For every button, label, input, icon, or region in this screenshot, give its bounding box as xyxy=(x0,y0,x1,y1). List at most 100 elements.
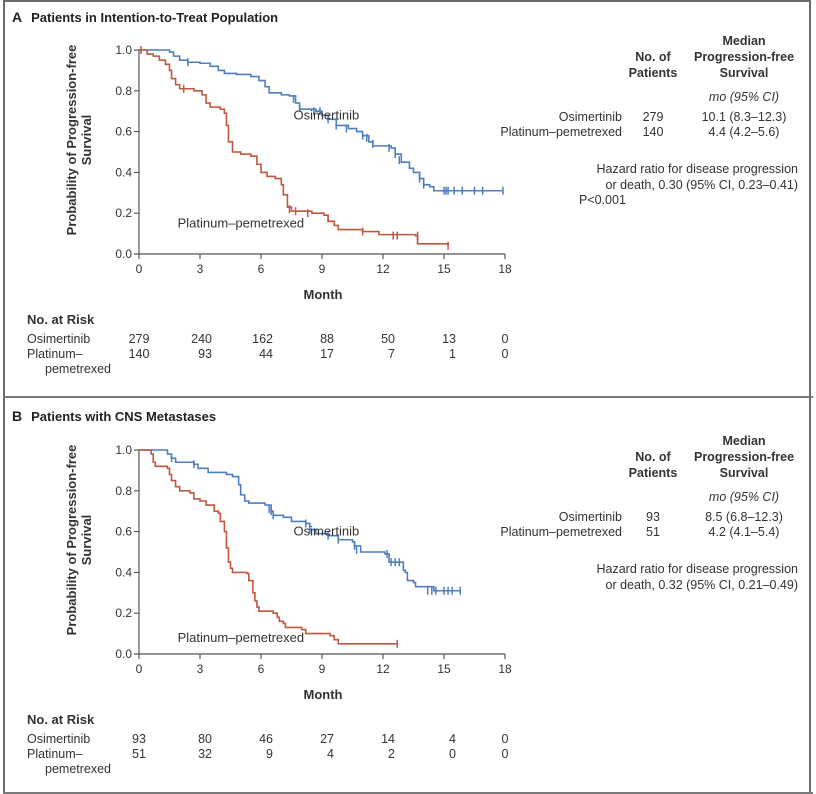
series-label: Osimertinib xyxy=(294,107,360,122)
risk-count: 162 xyxy=(252,332,273,346)
km-curve-osimertinib xyxy=(139,49,503,192)
y-tick-label: 0.0 xyxy=(115,247,132,261)
group-label: Osimertinib xyxy=(558,110,622,124)
p-value: P<0.001 xyxy=(579,193,626,207)
y-tick-label: 1.0 xyxy=(115,43,132,57)
risk-table-b: No. at Risk Osimertinib Platinum– pemetr… xyxy=(0,712,540,782)
x-tick-label: 6 xyxy=(258,262,265,276)
series-label: Osimertinib xyxy=(294,524,360,539)
group-label: Platinum–pemetrexed xyxy=(500,125,622,139)
risk-row-label-cont: pemetrexed xyxy=(45,362,112,376)
risk-count: 0 xyxy=(501,347,509,361)
units-label: mo (95% CI) xyxy=(708,490,780,504)
risk-row-label: Platinum– xyxy=(27,747,83,761)
y-axis-label: Probability of Progression-free xyxy=(64,45,79,236)
panel-title-text: Patients in Intention-to-Treat Populatio… xyxy=(31,10,279,25)
risk-row-label: Platinum– xyxy=(27,347,83,361)
risk-count: 0 xyxy=(501,747,509,761)
panel-divider xyxy=(3,396,813,398)
risk-count: 140 xyxy=(128,347,150,361)
risk-table-title: No. at Risk xyxy=(27,712,95,727)
y-tick-label: 0.6 xyxy=(115,525,132,539)
x-tick-label: 0 xyxy=(136,262,143,276)
x-tick-label: 12 xyxy=(376,662,390,676)
risk-count: 17 xyxy=(320,347,334,361)
median-value: 4.4 (4.2–5.6) xyxy=(708,125,780,139)
risk-count: 2 xyxy=(388,747,395,761)
x-tick-label: 15 xyxy=(437,662,451,676)
x-tick-label: 3 xyxy=(197,662,204,676)
group-label: Platinum–pemetrexed xyxy=(500,525,622,539)
x-tick-label: 12 xyxy=(376,262,390,276)
bottom-divider xyxy=(3,792,813,794)
x-tick-label: 6 xyxy=(258,662,265,676)
risk-count: 80 xyxy=(198,732,212,746)
km-curve-platinum-pemetrexed xyxy=(139,449,398,645)
series-label: Platinum–pemetrexed xyxy=(178,215,304,230)
panel-letter: B xyxy=(12,408,23,424)
median-value: 8.5 (6.8–12.3) xyxy=(705,510,783,524)
risk-count: 93 xyxy=(132,732,146,746)
km-curve-platinum-pemetrexed xyxy=(139,49,449,246)
risk-row-label: Osimertinib xyxy=(27,332,91,346)
y-tick-label: 0.4 xyxy=(115,565,132,579)
risk-count: 14 xyxy=(381,732,395,746)
summary-table-b: No. of Patients Median Progression-free … xyxy=(470,430,810,610)
risk-count: 9 xyxy=(266,747,273,761)
col-header-median: Median Progression-free Survival xyxy=(693,34,795,80)
risk-count: 27 xyxy=(320,732,334,746)
median-value: 10.1 (8.3–12.3) xyxy=(701,110,787,124)
risk-count: 4 xyxy=(327,747,334,761)
risk-count: 279 xyxy=(128,332,150,346)
units-label: mo (95% CI) xyxy=(708,90,780,104)
km-plot-a: 0.0 0.2 0.4 0.6 0.8 1.0 0 3 6 9 12 15 18 Month Probabi… xyxy=(64,43,512,302)
col-header-patients: No. of Patients xyxy=(628,50,678,80)
panel-letter: A xyxy=(12,9,23,25)
y-axis-label: Survival xyxy=(79,115,94,166)
summary-table-a: No. of Patients Median Progression-free … xyxy=(470,30,810,210)
risk-count: 13 xyxy=(442,332,456,346)
col-header-median: Median Progression-free Survival xyxy=(693,434,795,480)
risk-count: 51 xyxy=(132,747,146,761)
panel-title: B Patients with CNS Metastases xyxy=(12,408,216,424)
x-tick-label: 15 xyxy=(437,262,451,276)
risk-count: 93 xyxy=(198,347,212,361)
risk-table-title: No. at Risk xyxy=(27,312,95,327)
risk-count: 44 xyxy=(259,347,273,361)
panel-title-text: Patients with CNS Metastases xyxy=(31,409,217,424)
risk-row-label-cont: pemetrexed xyxy=(45,762,112,776)
patients-count: 51 xyxy=(646,525,660,539)
y-tick-label: 0.8 xyxy=(115,84,132,98)
series-label: Platinum–pemetrexed xyxy=(178,630,304,645)
risk-count: 88 xyxy=(320,332,334,346)
x-tick-label: 9 xyxy=(319,262,326,276)
y-tick-label: 0.2 xyxy=(115,206,132,220)
hazard-ratio: Hazard ratio for disease progression or … xyxy=(596,562,799,592)
x-axis-label: Month xyxy=(304,287,343,302)
x-tick-label: 18 xyxy=(498,262,512,276)
y-tick-label: 0.8 xyxy=(115,484,132,498)
group-label: Osimertinib xyxy=(558,510,622,524)
risk-table-a: No. at Risk Osimertinib Platinum– pemetr… xyxy=(0,312,540,382)
risk-count: 0 xyxy=(501,732,509,746)
y-tick-label: 0.0 xyxy=(115,647,132,661)
y-tick-label: 0.2 xyxy=(115,606,132,620)
panel-title: A Patients in Intention-to-Treat Populati… xyxy=(12,9,278,25)
median-value: 4.2 (4.1–5.4) xyxy=(708,525,780,539)
x-tick-label: 18 xyxy=(498,662,512,676)
risk-count: 46 xyxy=(259,732,273,746)
y-tick-label: 1.0 xyxy=(115,443,132,457)
risk-count: 7 xyxy=(388,347,395,361)
risk-count: 50 xyxy=(381,332,395,346)
risk-count: 240 xyxy=(191,332,212,346)
patients-count: 140 xyxy=(642,125,664,139)
y-tick-label: 0.6 xyxy=(115,125,132,139)
x-tick-label: 0 xyxy=(136,662,143,676)
y-axis-label: Probability of Progression-free xyxy=(64,445,79,636)
x-tick-label: 3 xyxy=(197,262,204,276)
patients-count: 93 xyxy=(646,510,660,524)
patients-count: 279 xyxy=(642,110,664,124)
km-plot-b: 0.0 0.2 0.4 0.6 0.8 1.0 0 3 6 9 12 15 18 Month Probabi… xyxy=(64,443,512,702)
risk-count: 1 xyxy=(449,347,456,361)
risk-count: 4 xyxy=(449,732,456,746)
